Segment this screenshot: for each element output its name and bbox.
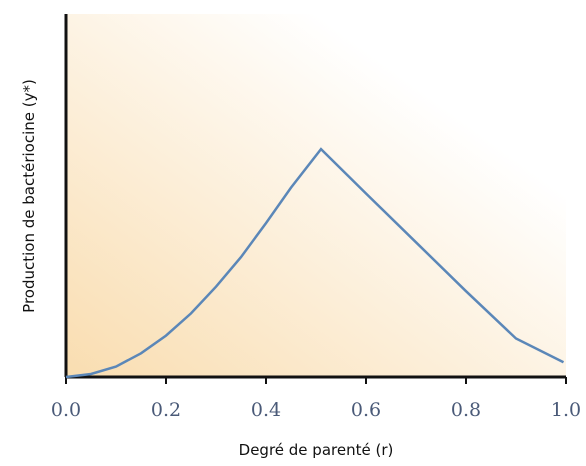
- x-tick-label-1: 0.2: [151, 399, 181, 421]
- x-tick-label-0: 0.0: [51, 399, 81, 421]
- series-line-bacteriocin: [65, 147, 565, 379]
- y-axis-title: Production de bactériocine (y*): [20, 79, 38, 313]
- plot-background: [66, 14, 566, 377]
- x-tick-label-5: 1.0: [551, 399, 581, 421]
- x-ticks: [65, 377, 567, 384]
- x-tick-label-2: 0.4: [251, 399, 281, 421]
- x-tick-labels: 0.0 0.2 0.4 0.6 0.8 1.0: [51, 399, 581, 421]
- x-tick-label-4: 0.8: [451, 399, 481, 421]
- x-tick-label-3: 0.6: [351, 399, 381, 421]
- x-axis-title: Degré de parenté (r): [239, 441, 394, 459]
